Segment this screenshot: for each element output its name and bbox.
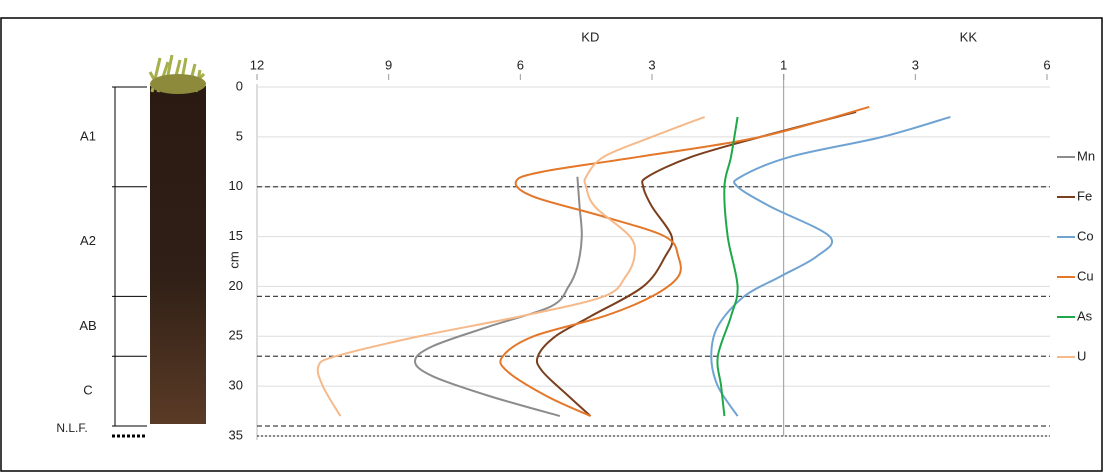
series-line xyxy=(318,117,705,416)
x-tick-label: 3 xyxy=(648,57,655,72)
series-line xyxy=(711,117,950,416)
horizon-label: A1 xyxy=(80,128,96,143)
y-tick-label: 30 xyxy=(229,378,243,393)
legend-label: As xyxy=(1077,308,1093,323)
y-tick-label: 0 xyxy=(236,78,243,93)
x-tick-label: 6 xyxy=(517,57,524,72)
y-tick-label: 35 xyxy=(229,427,243,442)
series-line xyxy=(500,107,869,416)
series-line xyxy=(717,117,737,416)
x-tick-label: 6 xyxy=(1043,57,1050,72)
x-tick-label: 12 xyxy=(250,57,264,72)
y-tick-label: 20 xyxy=(229,278,243,293)
legend-label: Cu xyxy=(1077,268,1094,283)
horizon-label: AB xyxy=(79,318,96,333)
y-tick-label: 25 xyxy=(229,328,243,343)
horizon-label: A2 xyxy=(80,233,96,248)
legend-label: Co xyxy=(1077,228,1094,243)
y-tick-label: 5 xyxy=(236,128,243,143)
x-axis-title: KD xyxy=(581,29,599,44)
y-tick-label: 10 xyxy=(229,178,243,193)
series-line xyxy=(537,112,856,416)
x-tick-label: 1 xyxy=(780,57,787,72)
legend-label: U xyxy=(1077,348,1086,363)
y-axis-title: cm xyxy=(226,251,241,268)
horizon-label: N.L.F. xyxy=(56,421,87,435)
legend-label: Mn xyxy=(1077,148,1095,163)
x-tick-label: 9 xyxy=(385,57,392,72)
x-tick-label: 3 xyxy=(912,57,919,72)
soil-photo xyxy=(150,55,206,424)
chart: cm 0 5 10 15 20 25 30 35 12 9 6 3 1 3 6 KD KK A1 A2 AB C N.L.… xyxy=(0,0,1103,472)
y-tick-label: 15 xyxy=(229,228,243,243)
x-axis-title: KK xyxy=(960,29,978,44)
horizon-label: C xyxy=(83,383,92,398)
legend-label: Fe xyxy=(1077,188,1092,203)
